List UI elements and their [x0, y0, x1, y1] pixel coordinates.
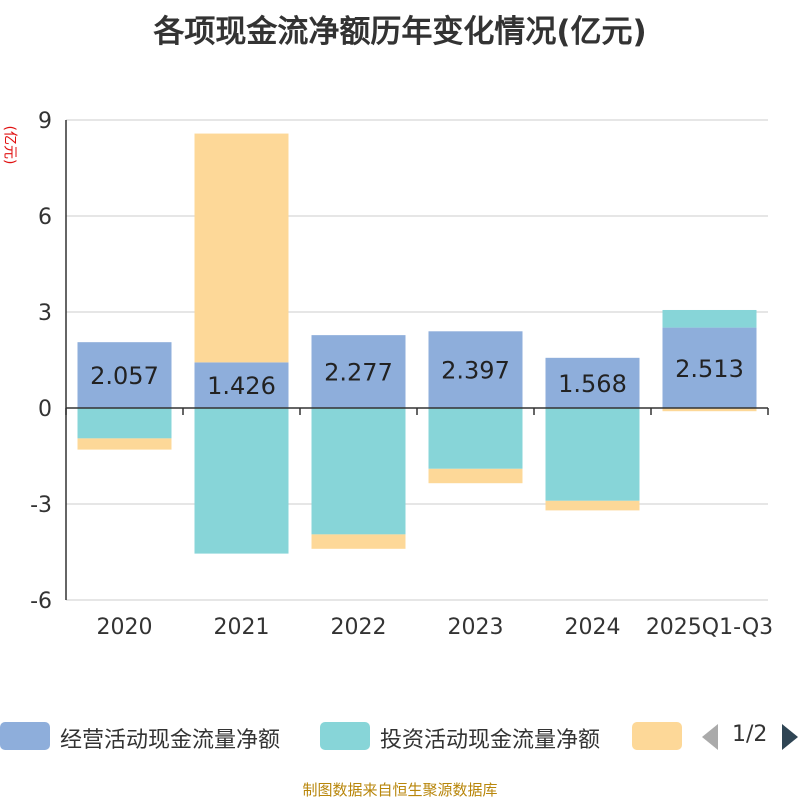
- x-tick-label: 2023: [448, 615, 504, 640]
- y-tick-label: -6: [30, 589, 52, 614]
- bar-financing: [77, 438, 172, 450]
- x-tick-label: 2020: [97, 615, 153, 640]
- legend: 经营活动现金流量净额 投资活动现金流量净额 1/2: [0, 715, 800, 755]
- bar-financing: [311, 534, 406, 549]
- bar-operating: [77, 342, 172, 408]
- data-label: 2.057: [90, 362, 159, 390]
- bar-operating: [545, 357, 640, 408]
- bar-investing: [194, 408, 289, 554]
- bar-investing: [311, 408, 406, 535]
- y-tick-label: -3: [30, 493, 52, 518]
- y-tick-label: 9: [38, 109, 52, 134]
- data-label: 1.568: [558, 370, 627, 398]
- bar-financing: [194, 133, 289, 363]
- bar-financing: [545, 500, 640, 511]
- bar-investing: [662, 309, 757, 328]
- y-tick-label: 0: [38, 397, 52, 422]
- bar-operating: [194, 362, 289, 408]
- chart-title: 各项现金流净额历年变化情况(亿元): [153, 14, 647, 50]
- x-tick-label: 2024: [565, 615, 621, 640]
- legend-swatch-financing: [632, 722, 682, 750]
- bar-operating: [662, 327, 757, 408]
- data-label: 2.513: [675, 355, 744, 383]
- legend-page-indicator: 1/2: [732, 722, 768, 747]
- bar-financing: [662, 408, 757, 412]
- bar-investing: [77, 408, 172, 439]
- data-label: 2.397: [441, 357, 510, 385]
- bar-financing: [428, 468, 523, 484]
- legend-prev-page-icon[interactable]: [702, 724, 718, 750]
- y-tick-label: 3: [38, 301, 52, 326]
- legend-pager: 1/2: [700, 719, 800, 753]
- legend-label-investing: 投资活动现金流量净额: [380, 728, 601, 753]
- data-label: 2.277: [324, 359, 393, 387]
- bar-investing: [428, 408, 523, 469]
- x-tick-label: 2021: [214, 615, 270, 640]
- data-label: 1.426: [207, 372, 276, 400]
- legend-swatch-investing: [320, 722, 370, 750]
- data-source-note: 制图数据来自恒生聚源数据库: [302, 781, 498, 799]
- bar-operating: [428, 331, 523, 408]
- x-tick-label: 2025Q1-Q3: [646, 615, 773, 640]
- legend-swatch-operating: [0, 722, 50, 750]
- legend-label-operating: 经营活动现金流量净额: [60, 728, 281, 753]
- chart-canvas: -6 -3 0 3 6 9 2.057 1.426 2.277 2.397 1.568 2.513 20…: [30, 109, 773, 640]
- y-tick-label: 6: [38, 205, 52, 230]
- bar-investing: [545, 408, 640, 501]
- bar-operating: [311, 335, 406, 408]
- legend-next-page-icon[interactable]: [782, 724, 798, 750]
- x-tick-label: 2022: [331, 615, 387, 640]
